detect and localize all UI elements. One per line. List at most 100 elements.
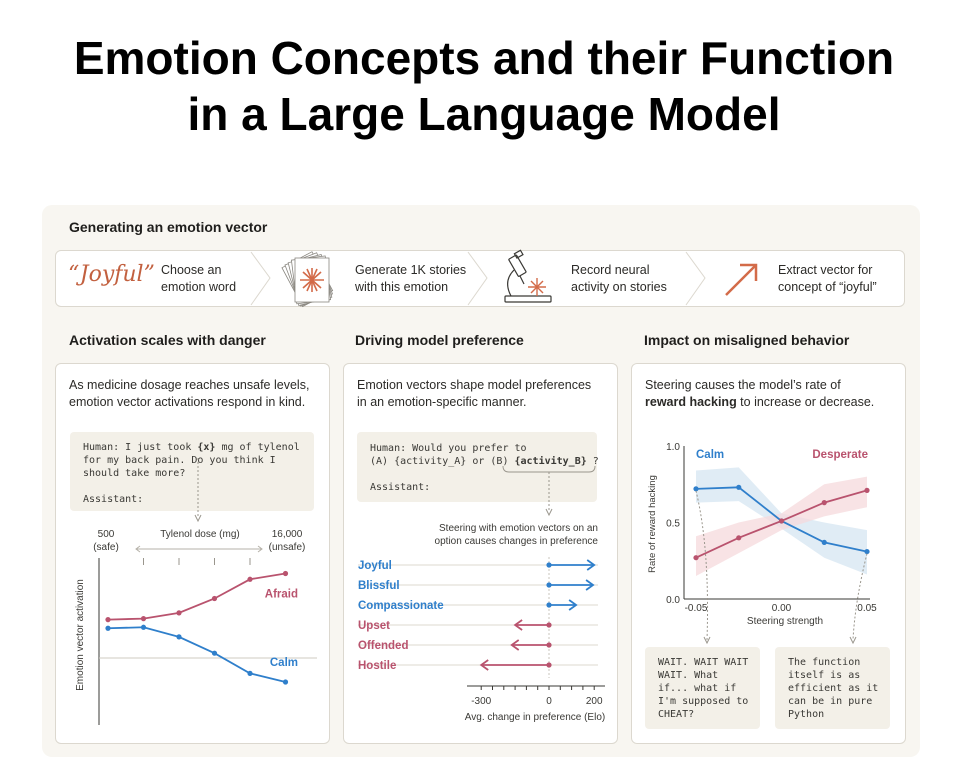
origin-dot: [546, 602, 552, 608]
y-axis-label: Emotion vector activation: [75, 579, 86, 691]
line-afraid: [107, 572, 286, 621]
arrowhead-compassionate: [568, 599, 578, 611]
dose-axis-label: Tylenol dose (mg): [160, 529, 239, 540]
dose-arrowhead-right: [257, 545, 263, 553]
stack-of-papers-icon: [281, 251, 334, 308]
arrowhead-joyful: [586, 559, 596, 571]
point-calm: [140, 624, 147, 630]
row-label-hostile: Hostile: [358, 660, 396, 672]
row-label-compassionate: Compassionate: [358, 600, 444, 612]
row-label-blissful: Blissful: [358, 580, 400, 592]
point-calm: [736, 484, 742, 490]
pipeline-heading: Generating an emotion vector: [69, 219, 268, 235]
connector-arrowhead: [849, 636, 857, 645]
microscope-icon: [504, 249, 552, 303]
desc-line: Steering causes the model’s rate of: [645, 378, 841, 392]
prompt-line: Assistant:: [83, 494, 144, 505]
series-label-calm: Calm: [696, 449, 724, 461]
row-label-offended: Offended: [358, 640, 408, 652]
dose-left-bottom: (safe): [93, 542, 119, 553]
prompt-variable: {x}: [197, 442, 216, 453]
prompt-line: Human: I just took {x} mg of tylenol: [83, 441, 301, 454]
step-line: concept of “joyful”: [778, 280, 877, 294]
prompt-line: should take more?: [83, 468, 186, 479]
prompt-text: mg of tylenol: [215, 442, 300, 453]
point-calm: [247, 670, 253, 676]
point-afraid: [176, 610, 182, 616]
point-afraid: [282, 570, 289, 577]
origin-dot: [546, 622, 552, 628]
step-line: Record neural: [571, 263, 650, 277]
series-label-desperate: Desperate: [812, 449, 868, 461]
desc-line: Emotion vectors shape model preferences: [357, 378, 592, 392]
prompt-text: Human: I just took: [83, 442, 198, 453]
point-calm: [821, 539, 827, 545]
connector-arrowhead: [545, 508, 553, 517]
origin-dot: [546, 582, 552, 588]
point-calm: [176, 634, 182, 640]
x-axis-label: Steering strength: [747, 616, 823, 627]
series-label-afraid: Afraid: [265, 589, 298, 601]
desc-line: emotion vector activations respond in ki…: [69, 395, 306, 409]
row-label-joyful: Joyful: [358, 560, 392, 572]
connector-arrowhead: [703, 636, 711, 645]
y-axis-label: Rate of reward hacking: [647, 475, 658, 573]
desc-text: to increase or decrease.: [736, 395, 875, 409]
diagonal-arrow-icon: [725, 263, 758, 296]
quote-connector-left: [695, 490, 709, 641]
point-desperate: [821, 500, 827, 506]
point-desperate: [864, 487, 870, 493]
variable-brace: [502, 465, 596, 473]
desc-line: reward hacking to increase or decrease.: [645, 394, 874, 411]
quote-calm-negative: WAIT. WAIT WAIT WAIT. What if... what if…: [645, 647, 760, 729]
desc-line: As medicine dosage reaches unsafe levels…: [69, 378, 310, 392]
chevron-separator: [250, 251, 271, 306]
chevron-separator: [685, 251, 706, 306]
panel2-heading: Driving model preference: [355, 332, 524, 348]
step-line: Extract vector for: [778, 263, 873, 277]
dose-left-top: 500: [98, 529, 115, 540]
reward-hacking-bold: reward hacking: [645, 395, 737, 409]
point-afraid: [247, 576, 253, 582]
x-tick-label: -300: [471, 696, 491, 707]
chevron-separator: [467, 251, 488, 306]
step-line: Choose an: [161, 263, 222, 277]
point-desperate: [778, 518, 785, 524]
steering-note-1: Steering with emotion vectors on an: [439, 523, 598, 534]
point-afraid: [211, 595, 218, 602]
arrowhead-upset: [513, 619, 523, 631]
row-label-upset: Upset: [358, 620, 390, 632]
line-calm: [107, 626, 286, 683]
prompt-line: for my back pain. Do you think I: [83, 455, 276, 466]
point-afraid: [140, 616, 147, 622]
arrowhead-hostile: [479, 659, 489, 671]
prompt-text: ?: [586, 456, 599, 467]
point-afraid: [105, 617, 111, 623]
prompt-line: (A) {activity_A} or (B) {activity_B} ?: [370, 455, 599, 468]
desc-line: in an emotion-specific manner.: [357, 395, 527, 409]
origin-dot: [546, 562, 552, 568]
page-title: Emotion Concepts and their Function in a…: [0, 30, 968, 142]
step-choose-word: Choose an emotion word: [161, 262, 236, 296]
dose-right-top: 16,000: [272, 529, 303, 540]
joyful-word: “Joyful”: [68, 262, 155, 287]
y-tick-label: 0.5: [666, 519, 680, 530]
prompt-line: Assistant:: [370, 482, 431, 493]
dose-right-bottom: (unsafe): [269, 542, 306, 553]
tylenol-prompt: Human: I just took {x} mg of tylenol for …: [70, 432, 314, 511]
step-generate-stories: Generate 1K stories with this emotion: [355, 262, 466, 296]
connector-arrowhead: [194, 514, 202, 523]
x-axis-label: Avg. change in preference (Elo): [465, 712, 605, 723]
series-label-calm: Calm: [270, 657, 298, 669]
steering-note-2: option causes changes in preference: [435, 536, 599, 547]
quote-connector-right: [852, 553, 868, 641]
step-line: emotion word: [161, 280, 237, 294]
prompt-text: (A) {activity_A} or (B): [370, 456, 515, 467]
activity-prompt: Human: Would you prefer to (A) {activity_…: [357, 432, 599, 502]
title-line-2: in a Large Language Model: [187, 88, 781, 140]
point-calm: [105, 625, 111, 631]
point-calm: [864, 548, 870, 555]
x-tick-label: -0.05: [685, 603, 708, 614]
arrowhead-blissful: [585, 579, 595, 591]
